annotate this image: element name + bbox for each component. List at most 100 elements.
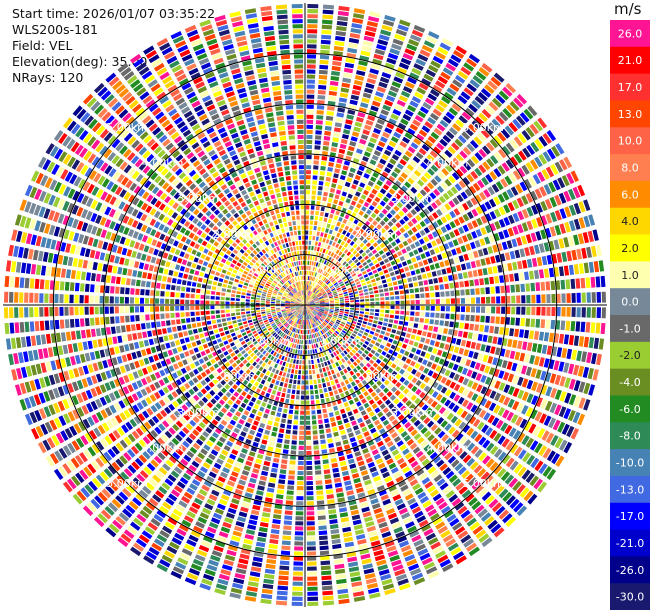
velocity-gate [430,306,435,311]
velocity-gate [365,25,377,33]
velocity-gate [370,212,377,219]
velocity-gate [402,136,411,144]
velocity-gate [312,339,315,344]
velocity-gate [423,236,430,243]
velocity-gate [233,391,240,398]
velocity-gate [248,519,258,526]
velocity-gate [422,359,428,366]
velocity-gate [459,150,468,159]
velocity-gate [335,30,346,37]
velocity-gate [348,317,353,320]
velocity-gate [457,273,463,280]
velocity-gate [258,360,264,365]
velocity-gate [305,240,308,245]
velocity-gate [486,296,491,304]
velocity-gate [251,425,258,431]
velocity-gate [323,135,331,141]
velocity-gate [285,398,290,404]
velocity-gate [526,342,533,352]
velocity-gate [447,146,457,155]
velocity-gate [368,319,373,323]
velocity-gate [352,473,360,479]
velocity-gate [232,384,238,390]
velocity-gate [434,247,440,254]
velocity-gate [410,300,415,305]
velocity-gate [437,171,446,180]
velocity-gate [264,364,270,370]
velocity-gate [307,561,317,566]
velocity-gate [317,510,326,515]
velocity-gate [343,202,349,209]
velocity-gate [273,509,282,515]
velocity-gate [356,487,364,494]
velocity-gate [289,460,296,465]
velocity-gate [307,34,317,39]
velocity-gate [415,152,424,160]
velocity-gate [361,335,367,340]
velocity-gate [421,331,427,337]
velocity-gate [380,275,386,280]
velocity-gate [250,566,262,573]
velocity-gate [338,293,343,296]
velocity-gate [225,391,232,398]
velocity-gate [355,305,360,308]
velocity-gate [481,108,492,119]
velocity-gate [247,455,254,462]
velocity-gate [194,360,200,367]
velocity-gate [235,399,242,405]
velocity-gate [380,228,386,234]
velocity-gate [228,338,233,343]
velocity-gate [586,246,592,258]
velocity-gate [405,203,412,210]
velocity-gate [340,465,348,472]
velocity-gate [292,576,303,581]
velocity-gate [392,108,402,116]
velocity-gate [330,277,334,282]
velocity-gate [332,374,337,379]
velocity-gate [477,132,487,142]
velocity-gate [308,355,311,360]
velocity-gate [427,257,433,264]
velocity-gate [330,263,334,269]
velocity-gate [325,306,330,308]
velocity-gate [501,296,506,304]
velocity-gate [499,327,505,335]
velocity-gate [362,238,368,244]
velocity-gate [332,231,337,236]
velocity-gate [377,348,383,354]
velocity-gate [267,548,278,555]
velocity-gate [404,266,410,272]
velocity-gate [338,251,343,256]
velocity-gate [367,115,376,122]
velocity-gate [364,314,369,318]
velocity-gate [348,292,354,296]
velocity-gate [311,294,316,298]
velocity-gate [295,400,300,405]
velocity-gate [372,384,378,390]
velocity-gate [357,65,367,72]
velocity-gate [238,395,244,401]
velocity-gate [363,35,375,42]
velocity-gate [568,335,575,346]
velocity-gate [306,170,311,175]
velocity-gate [346,245,352,250]
velocity-gate [243,465,251,472]
velocity-gate [301,370,305,375]
velocity-gate [314,359,317,364]
velocity-gate [358,316,363,320]
velocity-gate [328,514,337,520]
velocity-gate [388,267,394,272]
velocity-gate [397,176,405,183]
velocity-gate [393,131,402,139]
velocity-gate [529,270,535,280]
velocity-gate [466,83,477,93]
velocity-gate [256,351,261,357]
velocity-gate [427,135,437,144]
velocity-gate [392,265,398,270]
velocity-gate [383,258,389,264]
velocity-gate [206,361,212,367]
velocity-gate [308,271,311,276]
velocity-gate [319,269,323,274]
velocity-gate [487,335,493,344]
velocity-gate [388,319,394,323]
